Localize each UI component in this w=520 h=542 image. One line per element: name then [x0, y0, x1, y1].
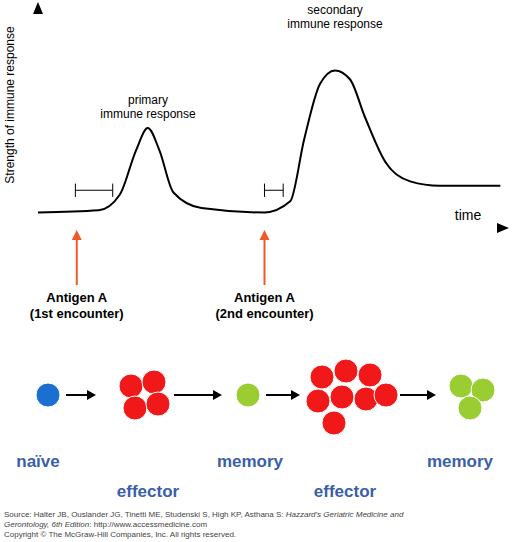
svg-text:time: time: [455, 207, 482, 223]
svg-text:(1st encounter): (1st encounter): [30, 306, 124, 321]
svg-text:effector: effector: [117, 482, 180, 501]
html-text:Source: Halter JB, Ouslander J: Source: Halter JB, Ouslander JG, Tinetti…: [4, 510, 404, 529]
svg-text:effector: effector: [314, 482, 377, 501]
svg-text:immune response: immune response: [100, 107, 196, 121]
svg-text:(2nd encounter): (2nd encounter): [215, 306, 313, 321]
svg-text:primary: primary: [128, 93, 168, 107]
html-text:Copyright © The McGraw-Hill Co: Copyright © The McGraw-Hill Companies, I…: [4, 530, 236, 539]
svg-text:Antigen A: Antigen A: [234, 290, 296, 305]
svg-text:memory: memory: [427, 452, 494, 471]
svg-text:Antigen A: Antigen A: [46, 290, 108, 305]
svg-text:secondary: secondary: [307, 3, 362, 17]
svg-text:naïve: naïve: [16, 452, 59, 471]
svg-text:Strength of immune response: Strength of immune response: [3, 26, 17, 184]
svg-text:immune response: immune response: [287, 17, 383, 31]
svg-text:memory: memory: [217, 452, 284, 471]
